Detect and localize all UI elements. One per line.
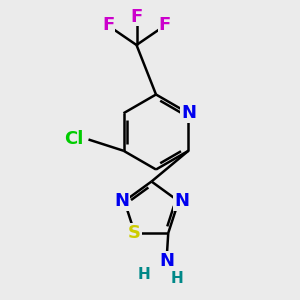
Text: N: N (159, 252, 174, 270)
Text: N: N (114, 192, 129, 210)
Text: F: F (102, 16, 114, 34)
Text: N: N (174, 192, 189, 210)
Text: S: S (128, 224, 141, 242)
Text: H: H (171, 271, 183, 286)
Text: F: F (130, 8, 142, 26)
Text: Cl: Cl (64, 130, 83, 148)
Text: N: N (181, 104, 196, 122)
Text: F: F (159, 16, 171, 34)
Text: H: H (138, 267, 150, 282)
